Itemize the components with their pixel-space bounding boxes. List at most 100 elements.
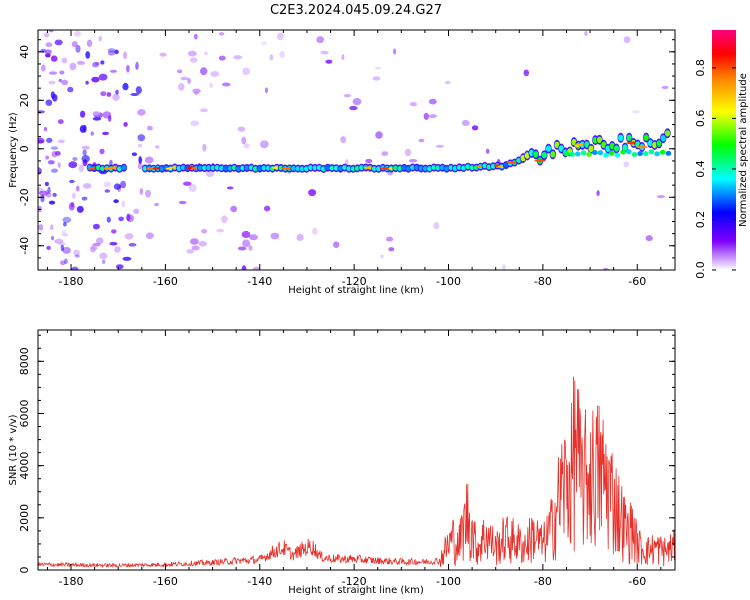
noise-blob (435, 144, 444, 148)
noise-blob (180, 76, 189, 81)
noise-blob (82, 183, 92, 189)
noise-blob (349, 106, 358, 111)
noise-blob (51, 235, 54, 241)
noise-blob (139, 188, 144, 195)
colorbar-axis: 0.0 0.2 0.4 0.6 0.8 (694, 59, 736, 279)
noise-blob (645, 235, 653, 242)
noise-blob (263, 205, 271, 212)
noise-blob (71, 266, 79, 270)
x-tick-label: -120 (342, 575, 367, 588)
snr-xlabel: Height of straight line (km) (288, 585, 424, 596)
noise-blob (154, 203, 160, 206)
noise-blob (221, 215, 228, 224)
noise-blob (104, 189, 111, 193)
noise-blob (409, 102, 417, 107)
noise-blob (189, 57, 198, 63)
x-tick-label: -140 (247, 575, 272, 588)
signal-core (533, 151, 539, 158)
noise-blob (58, 242, 66, 246)
noise-blob (187, 50, 197, 57)
noise-blob (78, 164, 84, 173)
signal-core (664, 130, 671, 137)
noise-blob (92, 61, 99, 68)
noise-blob (352, 98, 362, 106)
noise-blob (623, 161, 630, 168)
noise-blob (108, 115, 112, 122)
signal-core (596, 136, 603, 143)
noise-blob (386, 236, 394, 242)
signal-core (550, 151, 556, 158)
x-tick-label: -100 (436, 275, 461, 288)
signal-core (643, 134, 649, 141)
colorbar-tick-label: 0.2 (694, 211, 707, 229)
secondary-signal-point (631, 152, 638, 157)
noise-blob (120, 180, 127, 189)
noise-blob (374, 66, 382, 70)
colorbar-tick-label: 0.4 (694, 160, 707, 178)
noise-blob (45, 42, 53, 48)
noise-blob (72, 192, 76, 199)
noise-blob (145, 189, 151, 198)
noise-blob (85, 80, 89, 85)
x-tick-label: -60 (628, 275, 646, 288)
noise-blob (241, 136, 247, 145)
noise-blob (61, 233, 69, 237)
noise-blob (388, 247, 395, 252)
noise-blob (46, 245, 51, 250)
noise-blob (61, 79, 69, 86)
noise-blob (123, 51, 127, 60)
y-tick-label: 2000 (18, 504, 31, 532)
noise-blob (44, 49, 52, 55)
noise-blob (57, 162, 61, 168)
noise-blob (48, 200, 56, 205)
y-tick-label: 4000 (18, 452, 31, 480)
noise-blob (193, 33, 198, 40)
signal-core (541, 152, 547, 159)
secondary-signal-point (580, 150, 587, 156)
noise-blob (623, 36, 631, 44)
x-tick-label: -60 (628, 575, 646, 588)
noise-blob (92, 242, 101, 247)
noise-blob (177, 69, 183, 74)
noise-blob (237, 126, 246, 132)
noise-blob (145, 232, 154, 239)
noise-blob (48, 30, 54, 33)
noise-blob (106, 216, 111, 223)
noise-blob (200, 108, 208, 113)
x-tick-label: -120 (342, 275, 367, 288)
x-tick-label: -160 (153, 575, 178, 588)
x-tick-label: -80 (534, 575, 552, 588)
noise-blob (59, 70, 65, 75)
spectrogram-image (38, 30, 672, 270)
noise-blob (190, 238, 199, 245)
noise-blob (95, 61, 100, 66)
noise-blob (137, 134, 146, 142)
noise-blob (202, 143, 207, 152)
secondary-signal-point (563, 151, 570, 157)
noise-blob (44, 181, 49, 187)
signal-core (558, 145, 564, 152)
noise-blob (77, 60, 85, 65)
noise-blob (40, 194, 45, 203)
noise-blob (102, 131, 109, 136)
colorbar: 0.0 0.2 0.4 0.6 0.8 Normalized spectral ampl… (694, 30, 749, 279)
noise-blob (73, 249, 80, 257)
noise-blob (192, 88, 201, 94)
noise-blob (50, 146, 59, 150)
noise-blob (243, 143, 250, 148)
noise-blob (343, 94, 352, 98)
noise-blob (107, 48, 116, 53)
noise-blob (121, 200, 126, 208)
snr-panel: -180 -160 -140 -120 -100 -80 -60 0 2000 4000 6000 8… (8, 329, 676, 596)
secondary-signal-point (586, 152, 592, 157)
spectrogram-xlabel: Height of straight line (km) (288, 285, 424, 296)
y-tick-label: 40 (18, 45, 31, 59)
noise-blob (264, 87, 269, 94)
noise-blob (109, 69, 117, 73)
secondary-signal-point (620, 149, 626, 155)
noise-blob (187, 77, 191, 85)
noise-blob (81, 145, 90, 150)
noise-blob (408, 159, 418, 163)
noise-blob (198, 241, 207, 247)
snr-ylabel: SNR (10 * v/v) (8, 414, 19, 485)
